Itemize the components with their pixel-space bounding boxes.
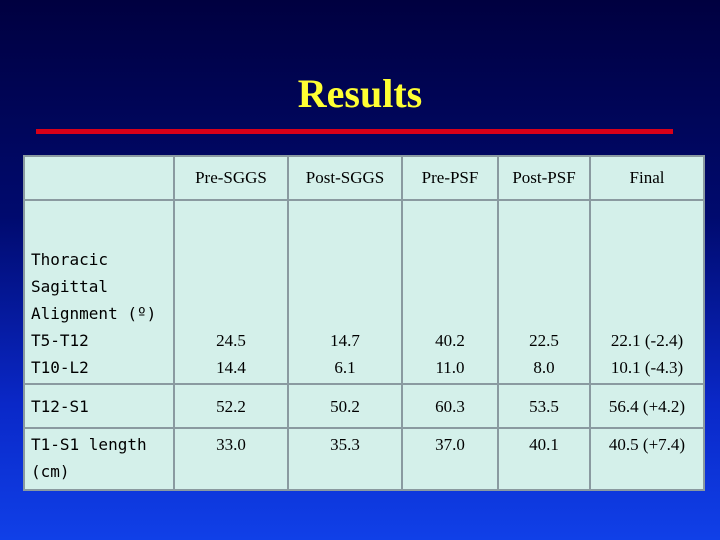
cell-value: 56.4 (+4.2) [589,383,705,429]
row-label-line: (cm) [31,462,70,481]
cell-value: 14.7 [330,331,360,350]
cell-value: 6.1 [334,358,356,377]
header-pre-psf: Pre-PSF [401,155,499,201]
cell-value: 53.5 [497,383,591,429]
cell-value: 10.1 (-4.3) [610,358,684,377]
cell-value: 40.1 [497,427,591,491]
cell-value: 60.3 [401,383,499,429]
table-cell: 14.7 6.1 [287,199,403,385]
cell-value: 24.5 [216,331,246,350]
title-divider [36,129,673,134]
row-label: Thoracic Sagittal Alignment (º) T5-T12 T… [23,199,175,385]
cell-value: 22.5 [529,331,559,350]
table-cell: 22.1 (-2.4) 10.1 (-4.3) [589,199,705,385]
header-cell-empty [23,155,175,201]
header-final: Final [589,155,705,201]
cell-value: 35.3 [287,427,403,491]
row-label: T1-S1 length (cm) [23,427,175,491]
cell-value: 14.4 [216,358,246,377]
results-table: Pre-SGGS Post-SGGS Pre-PSF Post-PSF Fina… [23,155,705,491]
header-post-sggs: Post-SGGS [287,155,403,201]
row-label-line: T1-S1 length [31,435,147,454]
cell-value: 40.2 [435,331,465,350]
row-label-line: Alignment (º) [31,304,157,323]
slide-title: Results [297,71,423,116]
table-header-row: Pre-SGGS Post-SGGS Pre-PSF Post-PSF Fina… [23,155,705,201]
row-label: T12-S1 [23,383,175,429]
cell-value: 33.0 [173,427,289,491]
header-post-psf: Post-PSF [497,155,591,201]
cell-value: 8.0 [533,358,555,377]
cell-value: 50.2 [287,383,403,429]
table-row: T1-S1 length (cm) 33.0 35.3 37.0 40.1 40… [23,427,705,491]
table-cell: 24.5 14.4 [173,199,289,385]
cell-value: 37.0 [401,427,499,491]
row-label-line: T5-T12 [31,331,89,350]
cell-value: 40.5 (+7.4) [589,427,705,491]
header-pre-sggs: Pre-SGGS [173,155,289,201]
table-row: T12-S1 52.2 50.2 60.3 53.5 56.4 (+4.2) [23,383,705,429]
table-row: Thoracic Sagittal Alignment (º) T5-T12 T… [23,199,705,385]
row-label-line: Sagittal [31,277,109,296]
cell-value: 11.0 [435,358,465,377]
table-cell: 22.5 8.0 [497,199,591,385]
row-label-line: T10-L2 [31,358,89,377]
table-cell: 40.2 11.0 [401,199,499,385]
cell-value: 52.2 [173,383,289,429]
cell-value: 22.1 (-2.4) [610,331,684,350]
row-label-line: Thoracic [31,250,109,269]
